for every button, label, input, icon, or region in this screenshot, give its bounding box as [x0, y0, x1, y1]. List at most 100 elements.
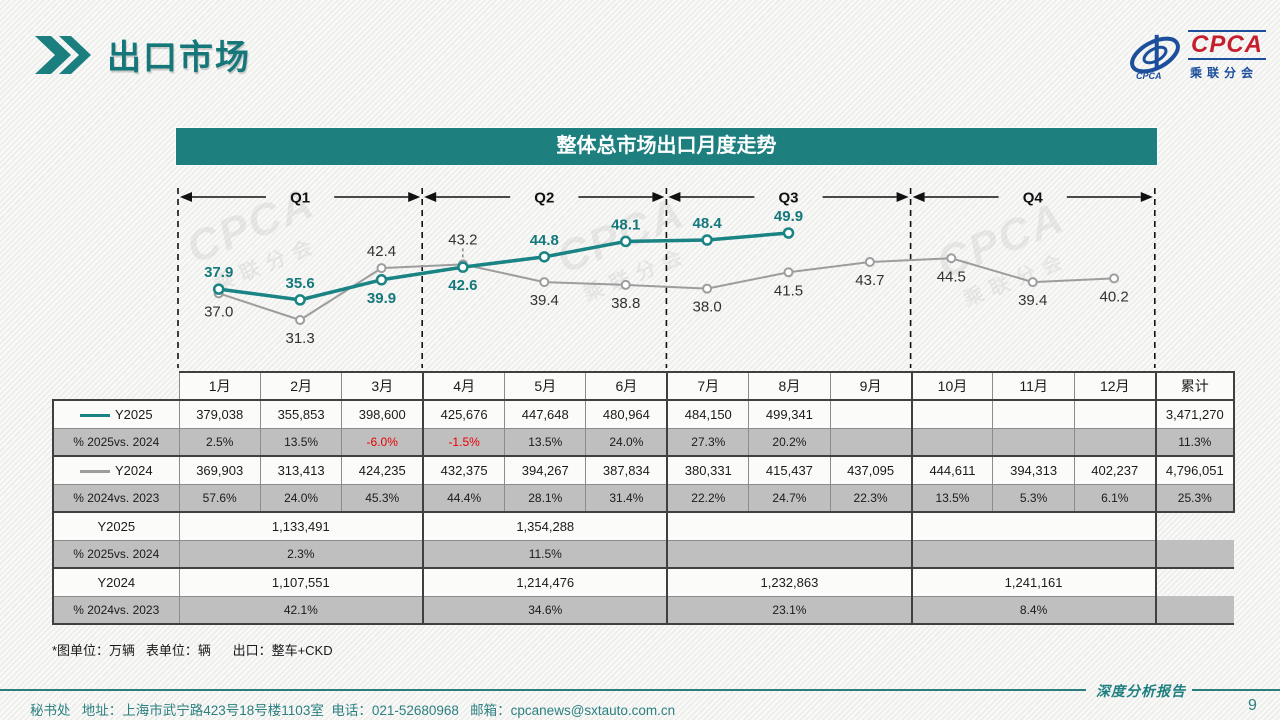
quarter-summary-cell: 34.6% — [422, 595, 668, 625]
units-footnote: *图单位：万辆 表单位：辆 出口：整车+CKD — [52, 643, 333, 658]
svg-text:38.0: 38.0 — [692, 299, 721, 316]
table-cell: 355,853 — [259, 399, 343, 429]
svg-text:Q3: Q3 — [778, 190, 798, 207]
svg-text:42.4: 42.4 — [367, 243, 396, 260]
table-cell: 22.3% — [829, 483, 913, 513]
table-cell: 432,375 — [422, 455, 506, 485]
column-header: 累计 — [1154, 371, 1235, 401]
table-cell: 44.4% — [422, 483, 506, 513]
table-cell: 27.3% — [666, 427, 750, 457]
cpca-logo-mark: CPCA — [1130, 34, 1180, 80]
table-cell: 379,038 — [178, 399, 261, 429]
row-label: Y2024 — [52, 567, 180, 597]
table-cell: 380,331 — [666, 455, 750, 485]
quarter-summary-cell: 1,232,863 — [666, 567, 913, 597]
svg-text:44.5: 44.5 — [937, 268, 966, 285]
table-cell: 24.0% — [585, 427, 668, 457]
svg-text:48.4: 48.4 — [692, 215, 722, 232]
quarter-summary-cell — [910, 539, 1157, 569]
row-label: % 2025vs. 2024 — [52, 539, 180, 569]
column-header: 10月 — [910, 371, 994, 401]
column-header: 8月 — [748, 371, 831, 401]
table-cell — [992, 399, 1075, 429]
svg-text:Q2: Q2 — [534, 190, 554, 207]
table-row: Y2025 379,038 355,853 398,600 425,676 447,648… — [52, 399, 1235, 429]
table-right-spacer — [1155, 511, 1234, 540]
table-cell: 313,413 — [259, 455, 343, 485]
table-cell: 45.3% — [341, 483, 424, 513]
legend-line-swatch — [79, 413, 110, 417]
table-row: 1月 2月 3月 4月 5月 6月 7月 8月 9月 10月 11月 12月 累计 — [53, 371, 1235, 401]
svg-text:44.8: 44.8 — [530, 232, 559, 249]
column-header: 6月 — [585, 371, 668, 401]
table-cell: 415,437 — [748, 455, 831, 485]
quarter-summary-cell — [910, 511, 1157, 541]
svg-text:42.6: 42.6 — [448, 277, 477, 294]
svg-text:31.3: 31.3 — [285, 330, 314, 347]
chart-title-bar: 整体总市场出口月度走势 — [176, 128, 1157, 165]
table-cell: 2.5% — [178, 427, 261, 457]
svg-text:39.9: 39.9 — [367, 290, 396, 307]
quarter-summary-cell — [666, 539, 913, 569]
table-row: % 2025vs. 2024 2.5% 13.5% -6.0% -1.5% 13.5% 24… — [52, 427, 1235, 457]
legend-line-swatch — [79, 469, 110, 473]
quarter-summary-cell — [666, 511, 913, 541]
table-cell: 4,796,051 — [1154, 455, 1235, 485]
cpca-logo: CPCA CPCA 乘联分会 — [1126, 28, 1267, 80]
svg-text:43.7: 43.7 — [855, 272, 884, 289]
footer-rule-left — [0, 689, 1086, 691]
svg-text:Q1: Q1 — [290, 190, 310, 207]
table-cell: 57.6% — [178, 483, 261, 513]
table-cell: 24.7% — [748, 483, 831, 513]
table-cell — [829, 399, 913, 429]
column-header: 4月 — [422, 371, 506, 401]
column-header: 5月 — [504, 371, 587, 401]
table-row: % 2024vs. 2023 42.1% 34.6% 23.1% 8.4% — [52, 595, 1234, 625]
table-cell — [992, 427, 1075, 457]
column-header: 12月 — [1073, 371, 1157, 401]
table-cell: 24.0% — [259, 483, 343, 513]
table-cell: 13.5% — [910, 483, 994, 513]
quarter-summary-cell: 2.3% — [178, 539, 424, 569]
page-title: 出口市场 — [107, 39, 251, 77]
svg-text:CPCA: CPCA — [1136, 71, 1162, 80]
table-cell: 394,267 — [504, 455, 587, 485]
table-corner-spacer — [53, 372, 179, 400]
quarter-summary-cell: 1,133,491 — [178, 511, 424, 541]
svg-text:Q4: Q4 — [1023, 190, 1044, 207]
data-table: 1月 2月 3月 4月 5月 6月 7月 8月 9月 10月 11月 12月 累计 Y2025 379,03… — [52, 371, 1235, 625]
column-header: 2月 — [259, 371, 343, 401]
table-cell: 28.1% — [504, 483, 587, 513]
svg-text:40.2: 40.2 — [1099, 288, 1128, 305]
table-cell: 499,341 — [748, 399, 831, 429]
table-cell: 25.3% — [1154, 483, 1235, 513]
quarter-summary-cell: 1,241,161 — [910, 567, 1157, 597]
table-right-spacer — [1155, 540, 1234, 568]
page-header: 出口市场 — [33, 30, 251, 79]
svg-text:43.2: 43.2 — [448, 231, 477, 248]
column-header: 1月 — [178, 371, 261, 401]
svg-text:48.1: 48.1 — [611, 216, 640, 233]
table-cell: 447,648 — [504, 399, 587, 429]
quarter-summary-cell: 42.1% — [178, 595, 424, 625]
report-type-label: 深度分析报告 — [1096, 684, 1186, 700]
svg-text:41.5: 41.5 — [774, 282, 803, 299]
cpca-logo-subtitle: 乘联分会 — [1190, 66, 1259, 80]
table-right-spacer — [1155, 596, 1234, 625]
table-cell — [1073, 399, 1157, 429]
column-header: 11月 — [992, 371, 1075, 401]
table-cell: 402,237 — [1073, 455, 1157, 485]
table-cell — [1073, 427, 1157, 457]
row-label: Y2025 — [52, 511, 180, 541]
table-cell: 444,611 — [910, 455, 994, 485]
table-cell: 3,471,270 — [1154, 399, 1235, 429]
svg-text:39.4: 39.4 — [1018, 292, 1047, 309]
page-number: 9 — [1248, 697, 1257, 714]
table-cell: -1.5% — [422, 427, 506, 457]
svg-text:37.0: 37.0 — [204, 303, 233, 320]
table-cell: 13.5% — [259, 427, 343, 457]
row-label: Y2025 — [52, 399, 180, 429]
svg-text:49.9: 49.9 — [774, 208, 803, 225]
table-cell: 22.2% — [666, 483, 750, 513]
table-row: Y2024 1,107,551 1,214,476 1,232,863 1,241,16… — [52, 567, 1234, 597]
